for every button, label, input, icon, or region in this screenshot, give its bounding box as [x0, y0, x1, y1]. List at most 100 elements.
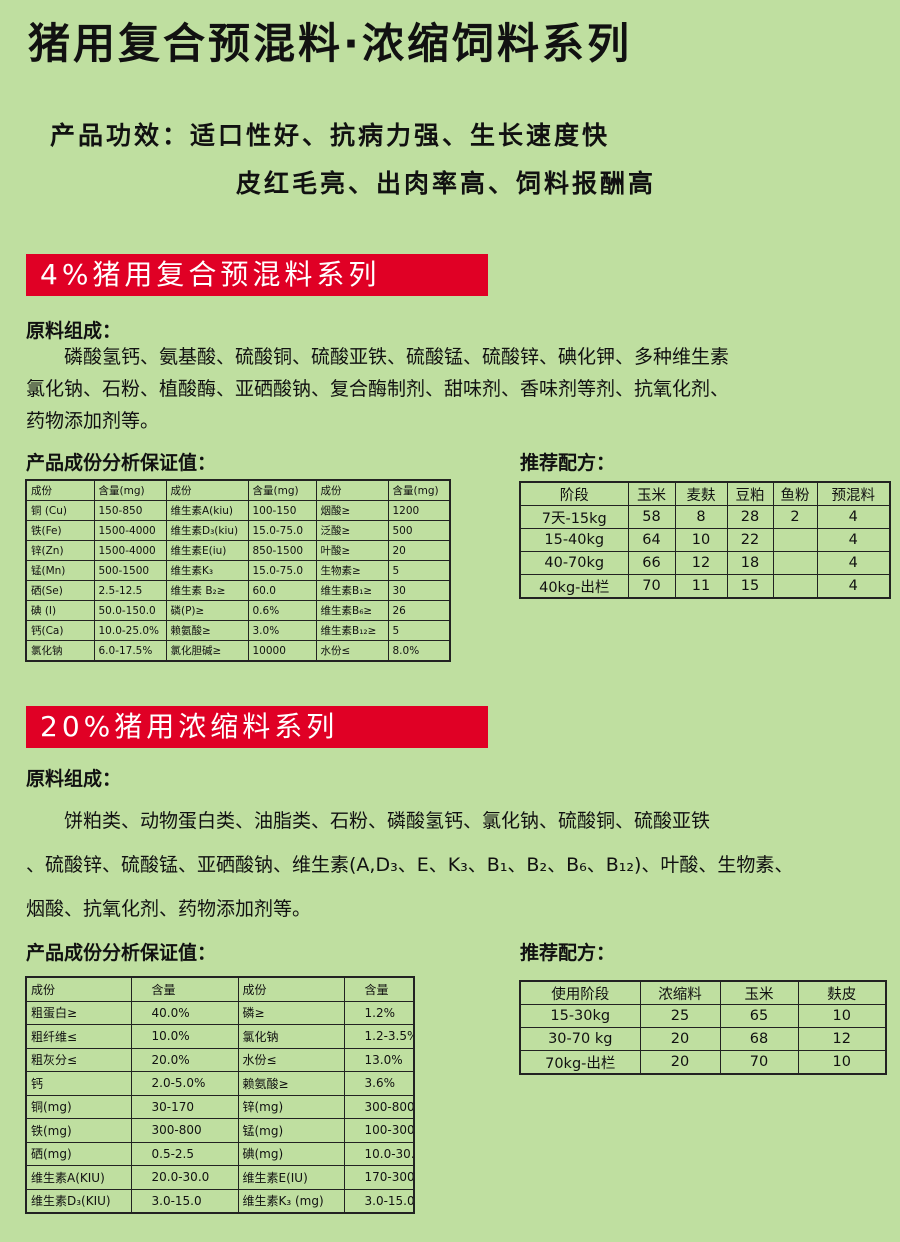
table-row: 铜(mg) 30-170 锌(mg) 300-800: [25, 1094, 415, 1119]
table-cell: 28: [726, 505, 774, 529]
table-cell: 20.0%: [130, 1047, 239, 1072]
table-cell: 维生素B₁≥: [315, 580, 389, 601]
table-cell: 铁(mg): [25, 1118, 132, 1143]
table-cell: 8.0%: [387, 640, 451, 662]
table-cell: 40.0%: [130, 1000, 239, 1025]
table-header-row: 成份 含量(mg) 成份 含量(mg) 成份 含量(mg): [25, 479, 451, 501]
table-cell: 60.0: [247, 580, 317, 601]
table-cell: 锰(mg): [237, 1118, 345, 1143]
table-cell: 磷(P)≥: [165, 600, 249, 621]
table-cell: 维生素 B₂≥: [165, 580, 249, 601]
table-cell: 4: [816, 505, 891, 529]
table-cell: 3.0%: [247, 620, 317, 641]
table-row: 铁(Fe) 1500-4000 维生素D₃(kiu) 15.0-75.0 泛酸≥ 500: [25, 520, 451, 541]
table-cell: 40-70kg: [519, 551, 629, 575]
table-header-cell: 成份: [237, 976, 345, 1002]
table-row: 钙 2.0-5.0% 赖氨酸≥ 3.6%: [25, 1071, 415, 1096]
section2-band: 20%猪用浓缩料系列: [26, 706, 488, 748]
table-row: 维生素A(KIU) 20.0-30.0 维生素E(IU) 170-300: [25, 1165, 415, 1190]
table-header-cell: 使用阶段: [519, 980, 641, 1005]
table-cell: 20.0-30.0: [130, 1165, 239, 1190]
ingredients-line: 、硫酸锌、硫酸锰、亚硒酸钠、维生素(A,D₃、E、K₃、B₁、B₂、B₆、B₁₂…: [26, 854, 794, 876]
table-cell: 2: [772, 505, 818, 529]
table-cell: 7天-15kg: [519, 505, 629, 529]
ingredients-line: 饼粕类、动物蛋白类、油脂类、石粉、磷酸氢钙、氯化钠、硫酸铜、硫酸亚铁: [26, 810, 711, 832]
table-cell: 70: [627, 574, 676, 599]
section2-ingredients: 饼粕类、动物蛋白类、油脂类、石粉、磷酸氢钙、氯化钠、硫酸铜、硫酸亚铁 、硫酸锌、…: [26, 799, 793, 931]
table-cell: 生物素≥: [315, 560, 389, 581]
table-cell: 10.0-25.0%: [93, 620, 167, 641]
table-cell: 66: [627, 551, 676, 575]
table-cell: 10: [797, 1004, 887, 1028]
table-header-cell: 含量: [343, 976, 415, 1002]
table-row: 钙(Ca) 10.0-25.0% 赖氨酸≥ 3.0% 维生素B₁₂≥ 5: [25, 620, 451, 641]
table-row: 铁(mg) 300-800 锰(mg) 100-300: [25, 1118, 415, 1143]
table-cell: 3.0-15.0: [130, 1188, 239, 1214]
table-cell: 18: [726, 551, 774, 575]
section2-formula-table: 使用阶段 浓缩料 玉米 麸皮 15-30kg 25 65 10 30-70 kg 20 68 12 70…: [519, 980, 887, 1075]
table-cell: 硒(mg): [25, 1141, 132, 1166]
table-cell: 10: [797, 1050, 887, 1075]
table-cell: 8: [674, 505, 728, 529]
table-cell: 水份≤: [315, 640, 389, 662]
table-cell: 15: [726, 574, 774, 599]
section2-analysis-heading: 产品成份分析保证值：: [26, 942, 217, 964]
table-cell: 12: [797, 1027, 887, 1051]
table-header-cell: 麦麸: [674, 481, 728, 506]
table-cell: 维生素D₃(kiu): [165, 520, 249, 541]
table-row: 氯化钠 6.0-17.5% 氯化胆碱≥ 10000 水份≤ 8.0%: [25, 640, 451, 662]
table-row: 锰(Mn) 500-1500 维生素K₃ 15.0-75.0 生物素≥ 5: [25, 560, 451, 581]
table-cell: 锌(Zn): [25, 540, 95, 561]
table-cell: 硒(Se): [25, 580, 95, 601]
table-row: 15-30kg 25 65 10: [519, 1004, 887, 1028]
table-row: 碘 (I) 50.0-150.0 磷(P)≥ 0.6% 维生素B₆≥ 26: [25, 600, 451, 621]
table-cell: 0.5-2.5: [130, 1141, 239, 1166]
table-cell: 10000: [247, 640, 317, 662]
table-cell: 氯化胆碱≥: [165, 640, 249, 662]
table-header-cell: 含量(mg): [247, 479, 317, 501]
section1-ingredients: 磷酸氢钙、氨基酸、硫酸铜、硫酸亚铁、硫酸锰、硫酸锌、碘化钾、多种维生素 氯化钠、…: [26, 341, 729, 437]
table-cell: 维生素A(kiu): [165, 500, 249, 521]
table-cell: 维生素E(IU): [237, 1165, 345, 1190]
table-cell: 铁(Fe): [25, 520, 95, 541]
table-row: 硒(mg)0.5-2.5碘(mg)10.0-30.0: [25, 1141, 415, 1166]
table-header-row: 使用阶段 浓缩料 玉米 麸皮: [519, 980, 887, 1005]
table-cell: 维生素K₃ (mg): [237, 1188, 345, 1214]
table-cell: 钙(Ca): [25, 620, 95, 641]
table-row: 30-70 kg 20 68 12: [519, 1027, 887, 1051]
table-cell: 40kg-出栏: [519, 574, 629, 599]
table-row: 7天-15kg 58 8 28 2 4: [519, 505, 891, 529]
table-row: 锌(Zn) 1500-4000 维生素E(iu) 850-1500 叶酸≥ 20: [25, 540, 451, 561]
table-cell: 氯化钠: [25, 640, 95, 662]
table-cell: 1.2%: [343, 1000, 415, 1025]
table-cell: 22: [726, 528, 774, 552]
table-cell: 150-850: [93, 500, 167, 521]
table-cell: 68: [719, 1027, 799, 1051]
table-header-cell: 含量(mg): [93, 479, 167, 501]
table-cell: 锰(Mn): [25, 560, 95, 581]
table-cell: 4: [816, 574, 891, 599]
section1-band: 4%猪用复合预混料系列: [26, 254, 488, 296]
table-cell: 1500-4000: [93, 520, 167, 541]
table-cell: 70: [719, 1050, 799, 1075]
ingredients-line: 氯化钠、石粉、植酸酶、亚硒酸钠、复合酶制剂、甜味剂、香味剂等剂、抗氧化剂、: [26, 378, 730, 400]
table-row: 15-40kg 64 10 22 4: [519, 528, 891, 552]
table-cell: 5: [387, 560, 451, 581]
table-cell: 12: [674, 551, 728, 575]
table-cell: 20: [639, 1050, 721, 1075]
section1-formula-table: 阶段 玉米 麦麸 豆粕 鱼粉 预混料 7天-15kg 58 8 28 2 4 15-40kg 64 10 22…: [519, 481, 891, 599]
table-cell: 铜 (Cu): [25, 500, 95, 521]
table-cell: 300-800: [130, 1118, 239, 1143]
table-header-cell: 含量(mg): [387, 479, 451, 501]
table-cell: 170-300: [343, 1165, 415, 1190]
table-header-cell: 麸皮: [797, 980, 887, 1005]
table-cell: 25: [639, 1004, 721, 1028]
section2-ingredients-heading: 原料组成：: [26, 768, 122, 790]
table-cell: 钙: [25, 1071, 132, 1096]
table-cell: 13.0%: [343, 1047, 415, 1072]
table-cell: 30-170: [130, 1094, 239, 1119]
section1-analysis-table: 成份 含量(mg) 成份 含量(mg) 成份 含量(mg) 铜 (Cu) 150-850 维生素…: [25, 479, 451, 662]
table-header-row: 成份 含量 成份 含量: [25, 976, 415, 1002]
table-cell: 10.0%: [130, 1024, 239, 1049]
table-cell: 15.0-75.0: [247, 520, 317, 541]
